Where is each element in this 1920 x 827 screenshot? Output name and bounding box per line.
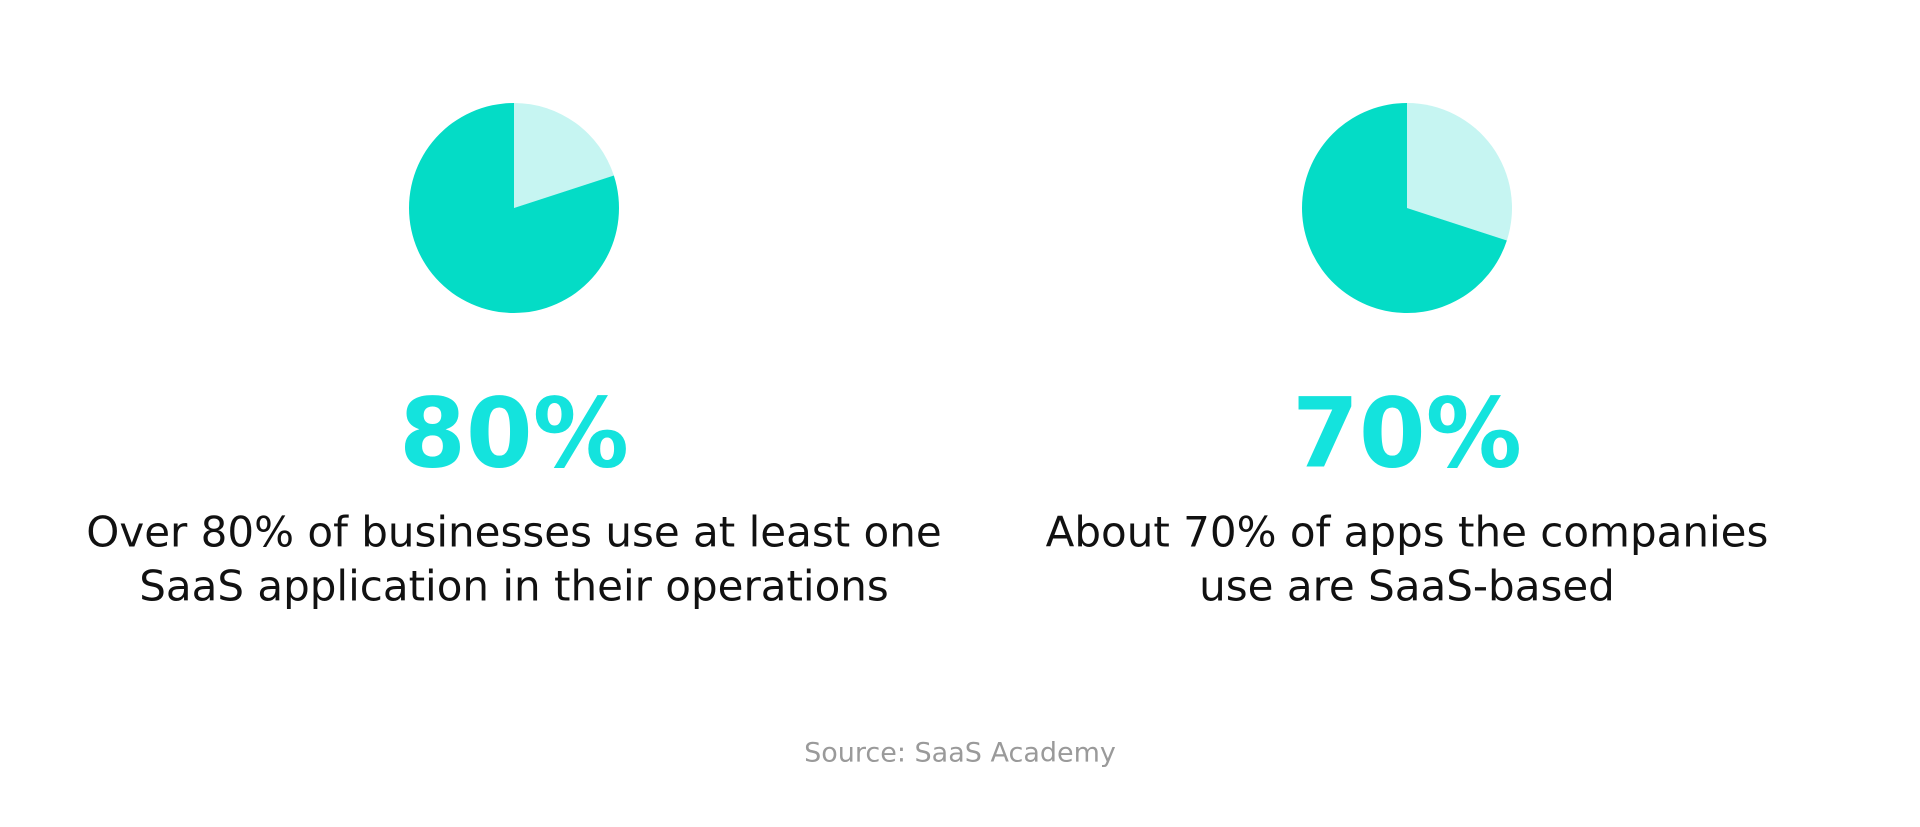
pie-slice (514, 103, 614, 208)
big-percentage: 80% (399, 377, 629, 489)
pie-slice (1302, 103, 1507, 313)
caption-line: About 70% of apps the companies (1046, 508, 1769, 557)
caption-line: Over 80% of businesses use at least one (86, 508, 941, 557)
pie-slice (1407, 103, 1512, 241)
source-note: Source: SaaS Academy (804, 738, 1116, 769)
pie-slice (409, 103, 619, 314)
caption-line: use are SaaS-based (1199, 562, 1615, 611)
big-percentage: 70% (1292, 377, 1522, 489)
caption-line: SaaS application in their operations (139, 562, 889, 611)
